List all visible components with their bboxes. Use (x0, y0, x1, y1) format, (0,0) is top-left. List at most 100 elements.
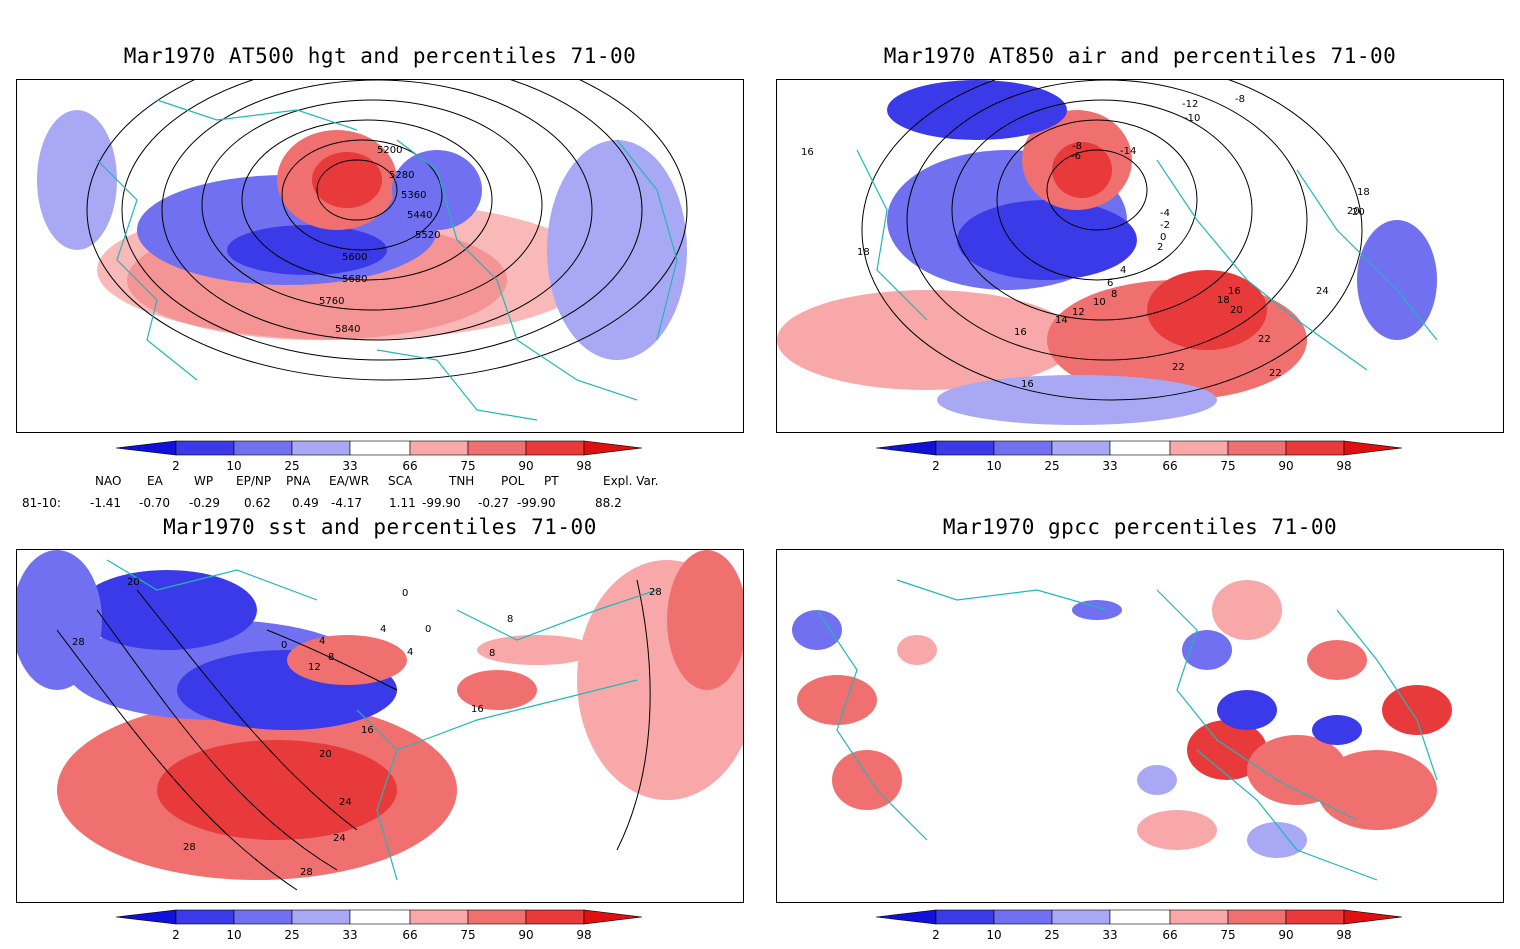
contour-label: 20 (1352, 207, 1365, 218)
colorbar-segment (993, 909, 1053, 925)
colorbar-tick-label: 2 (172, 928, 180, 942)
colorbar-tick-label: 25 (1044, 928, 1060, 942)
contour-label: 5200 (377, 145, 402, 156)
index-header: WP (194, 474, 214, 488)
contour-label: 16 (361, 725, 374, 736)
colorbar-segment (233, 440, 293, 456)
index-value: -4.17 (331, 496, 363, 510)
contour-label: 4 (1120, 265, 1126, 276)
contour-label: 22 (1269, 368, 1282, 379)
colorbar-segment (1343, 909, 1403, 925)
contour-label: 18 (857, 247, 870, 258)
colorbar-tick-label: 90 (1278, 928, 1294, 942)
colorbar-tick-label: 75 (1220, 459, 1236, 473)
colorbar-segment (291, 909, 351, 925)
colorbar-segment (1227, 440, 1287, 456)
colorbar-segment (409, 909, 469, 925)
colorbar-tick-label: 33 (342, 928, 358, 942)
map-sst: 20 28 0 4 8 12 16 20 24 28 28 0 4 8 16 2… (16, 549, 744, 903)
contour-label: 0 (402, 588, 408, 599)
contour-label: 28 (183, 842, 196, 853)
contour-label: -8 (1235, 94, 1245, 105)
colorbar-segment (1169, 909, 1229, 925)
colorbar-segment (349, 909, 411, 925)
contour-label: 20 (1230, 305, 1243, 316)
contour-label: -14 (1120, 146, 1136, 157)
colorbar-tick-label: 75 (460, 459, 476, 473)
colorbar-tick-label: 25 (1044, 459, 1060, 473)
index-value: -99.90 (517, 496, 556, 510)
colorbar-segment (1169, 440, 1229, 456)
contour-label: 20 (319, 749, 332, 760)
colorbar-segment (115, 909, 177, 925)
colorbar-tick-label: 33 (1102, 928, 1118, 942)
contour-label: 5840 (335, 324, 360, 335)
map-air: -12 -10 -8 -6 -8 -14 -4 -2 0 2 4 6 8 10 … (776, 79, 1504, 433)
panel-title-hgt: Mar1970 AT500 hgt and percentiles 71-00 (123, 44, 637, 68)
colorbar-segment (875, 440, 937, 456)
index-header: EP/NP (236, 474, 272, 488)
colorbar-segment (467, 440, 527, 456)
colorbar-segment (1109, 909, 1171, 925)
contour-label: 0 (281, 640, 287, 651)
map-hgt-svg: 5200 5280 5360 5440 5520 5600 5680 5760 … (17, 80, 721, 432)
colorbar-tick-label: 90 (1278, 459, 1294, 473)
colorbar-tick-label: 90 (518, 928, 534, 942)
index-header: TNH (449, 474, 475, 488)
colorbar-segment (1343, 440, 1403, 456)
colorbar-segment (175, 440, 235, 456)
contour-label: 5440 (407, 210, 432, 221)
map-sst-svg: 20 28 0 4 8 12 16 20 24 28 28 0 4 8 16 2… (17, 550, 743, 891)
panel-title-sst: Mar1970 sst and percentiles 71-00 (163, 515, 597, 539)
colorbar-tick-label: 2 (932, 459, 940, 473)
contour-label: 4 (407, 647, 413, 658)
index-value: -0.27 (478, 496, 510, 510)
index-header: POL (501, 474, 525, 488)
contour-label: 5280 (389, 170, 414, 181)
contour-label: 20 (1347, 206, 1360, 217)
index-header: NAO (95, 474, 122, 488)
colorbar-tick-label: 33 (342, 459, 358, 473)
index-value: 88.2 (595, 496, 622, 510)
index-row-label: 81-10: (22, 496, 61, 510)
contour-label: 5760 (319, 296, 344, 307)
colorbar-gpcc: 2 10 25 33 66 75 90 98 (875, 909, 1406, 949)
contour-label: 12 (1072, 307, 1085, 318)
colorbar-tick-label: 66 (402, 928, 418, 942)
index-header: EA/WR (329, 474, 370, 488)
colorbar-tick-label: 25 (284, 928, 300, 942)
colorbar-segment (175, 909, 235, 925)
contour-label: 16 (1021, 379, 1034, 390)
colorbar-tick-label: 75 (460, 928, 476, 942)
contour-label: 4 (319, 636, 325, 647)
contour-label: 8 (489, 648, 495, 659)
colorbar-segment (875, 909, 937, 925)
contour-label: -6 (1071, 151, 1081, 162)
colorbar-tick-label: 90 (518, 459, 534, 473)
contour-label: 16 (1014, 327, 1027, 338)
contour-label: 24 (1316, 286, 1329, 297)
contour-label: -4 (1160, 208, 1170, 219)
index-value: 1.11 (389, 496, 416, 510)
index-value: 0.49 (292, 496, 319, 510)
index-header: EA (147, 474, 163, 488)
colorbar-tick-label: 10 (986, 459, 1002, 473)
contour-label: 20 (127, 577, 140, 588)
contour-label: 0 (425, 624, 431, 635)
colorbar-tick-label: 33 (1102, 459, 1118, 473)
colorbar-tick-label: 66 (1162, 459, 1178, 473)
colorbar-segment (1051, 909, 1111, 925)
colorbar-tick-label: 98 (1336, 928, 1352, 942)
index-value: -0.70 (139, 496, 171, 510)
colorbar-tick-label: 2 (932, 928, 940, 942)
contour-label: 8 (1111, 289, 1117, 300)
contour-label: 8 (328, 652, 334, 663)
index-header: PT (544, 474, 559, 488)
colorbar-hgt: 2 10 25 33 66 75 90 98 (115, 440, 646, 480)
contour-label: 5600 (342, 252, 367, 263)
colorbar-tick-label: 66 (402, 459, 418, 473)
index-value: 0.62 (244, 496, 271, 510)
colorbar-svg (875, 909, 1403, 925)
contour-label: -2 (1160, 220, 1170, 231)
colorbar-tick-label: 98 (1336, 459, 1352, 473)
